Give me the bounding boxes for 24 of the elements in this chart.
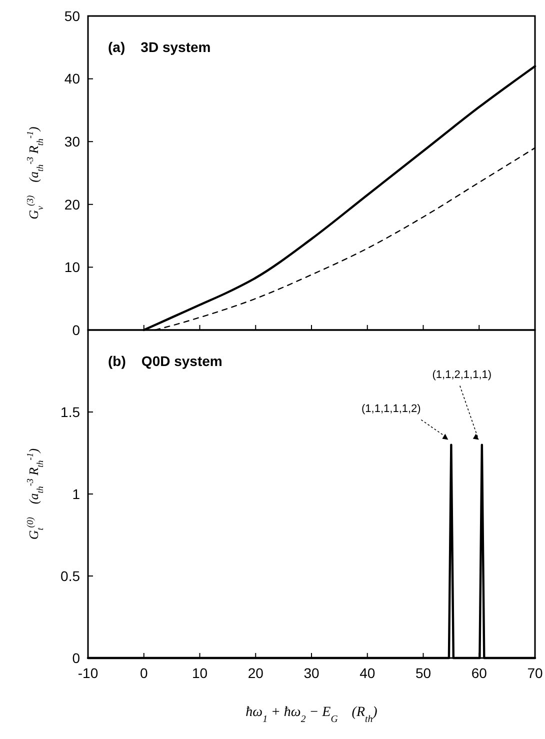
text: ħω$_{1}$ + ħω$_{2}$ − E$_{G}$ (R$_{th}$): [246, 705, 378, 724]
y-tick-label: 50: [64, 8, 80, 24]
y-tick-label: 0.5: [60, 568, 80, 584]
x-tick-label: 0: [140, 665, 148, 681]
y-tick-label: 1: [72, 486, 80, 502]
y-tick-label: 20: [64, 196, 80, 212]
y-tick-label: 1.5: [60, 404, 80, 420]
y-tick-label: 40: [64, 70, 80, 87]
y-tick-label: 0: [72, 322, 80, 338]
y-tick-label: 10: [64, 259, 80, 276]
x-tick-label: -10: [78, 665, 98, 681]
y-tick-label: 0: [72, 650, 80, 666]
x-tick-label: 10: [192, 665, 208, 681]
annotation: (1,1,2,1,1,1): [432, 368, 492, 381]
y-tick-label: 30: [64, 134, 80, 150]
x-tick-label: 40: [360, 665, 376, 681]
annotation: (1,1,1,1,1,2): [362, 402, 421, 415]
x-tick-label: 30: [304, 665, 320, 681]
text: (a) 3D system: [108, 39, 211, 55]
x-tick-label: 50: [415, 665, 432, 681]
x-tick-label: 70: [527, 665, 543, 681]
x-tick-label: 20: [248, 665, 264, 681]
text: (b) Q0D system: [108, 353, 222, 369]
x-tick-label: 60: [471, 665, 488, 681]
